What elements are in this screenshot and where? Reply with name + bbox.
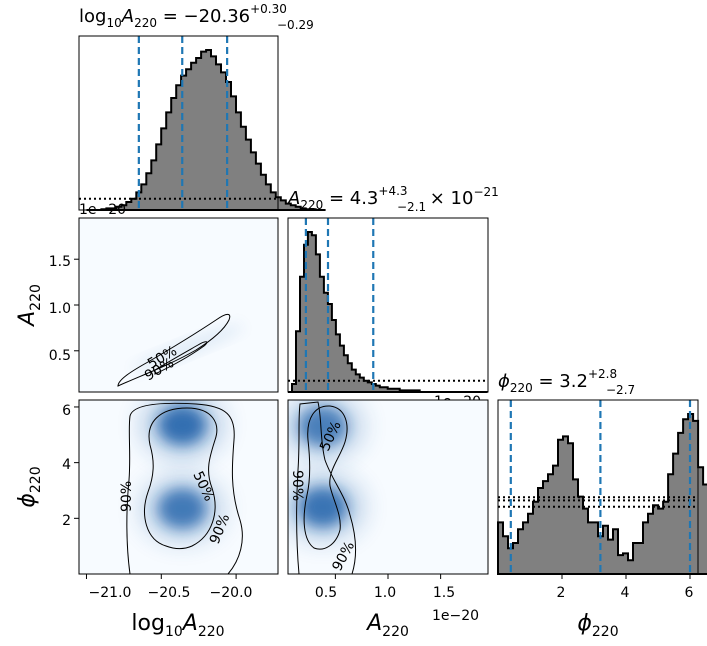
logA-phi-blob-core-1 <box>158 488 207 529</box>
xtick-A-1.0: 1.0 <box>374 585 396 601</box>
title-phi: ϕ220 = 3.2+2.8 −2.7 <box>498 367 635 397</box>
x-ticklabels-phi: 2 4 6 <box>557 585 694 601</box>
ytick-phi-2: 2 <box>62 513 71 529</box>
xtick-logA-21.0: −21.0 <box>89 585 132 601</box>
ytick-phi-4: 4 <box>62 457 71 473</box>
xtick-logA-20.5: −20.5 <box>148 585 191 601</box>
contour-90-logA-A <box>117 313 231 387</box>
xtick-A-0.5: 0.5 <box>315 585 337 601</box>
xtick-A-1.5: 1.5 <box>433 585 455 601</box>
phi-hist-bars <box>497 413 707 575</box>
x-ticklabels-logA: −21.0 −20.5 −20.0 <box>89 585 253 601</box>
A-phi-density <box>288 400 365 542</box>
offset-text-p11: 1e−20 <box>79 202 126 218</box>
xtick-phi-6: 6 <box>685 585 694 601</box>
title-A: A220 = 4.3+4.3 −2.1 × 10−21 <box>287 184 499 214</box>
A-phi-blob-core-0 <box>298 406 347 447</box>
panel-logA-A: 50% 90% <box>78 217 279 393</box>
ytick-A-1.5: 1.5 <box>49 254 71 270</box>
ytick-phi-6: 6 <box>62 403 71 419</box>
y-ticklabels-A: 1.5 1.0 0.5 <box>49 254 71 364</box>
contour-90-A-phi <box>296 401 357 575</box>
xtick-phi-2: 2 <box>557 585 566 601</box>
xlabel-logA: log10A220 <box>131 611 224 640</box>
x-ticklabels-A: 0.5 1.0 1.5 1e−20 <box>315 585 479 624</box>
axis-ticks <box>74 258 691 579</box>
xlabel-phi: ϕ220 <box>577 611 618 640</box>
contour-50-logA-phi <box>144 407 218 550</box>
panel-A-phi: 90% 50% 90% <box>287 399 489 575</box>
contour-label-90-p32-left: 90% <box>289 470 305 501</box>
y-ticklabels-phi: 6 4 2 <box>62 403 71 529</box>
xtick-logA-20.0: −20.0 <box>210 585 253 601</box>
ylabel-A: A220 <box>15 284 44 328</box>
logA-phi-blob-core-0 <box>158 405 207 446</box>
ytick-A-0.5: 0.5 <box>49 348 71 364</box>
contour-90-logA-phi <box>126 402 243 575</box>
logA-phi-density <box>140 400 225 543</box>
contour-50-logA-A <box>154 341 208 375</box>
panel-phi-hist <box>497 399 707 575</box>
panel-A-hist: 1e−20 <box>287 217 489 410</box>
offset-text-xA: 1e−20 <box>432 608 479 624</box>
ytick-A-1.0: 1.0 <box>49 301 71 317</box>
panel-logA-hist: 1e−20 <box>78 35 326 218</box>
panel-logA-phi: 90% 50% 90% <box>78 399 279 575</box>
A-phi-blob-core-1 <box>298 487 347 528</box>
contour-50-A-phi <box>303 405 348 550</box>
title-logA: log10A220 = −20.36+0.30 −0.29 <box>79 2 314 32</box>
xlabel-A: A220 <box>365 611 409 640</box>
logA-hist-bars <box>86 49 326 211</box>
xtick-phi-4: 4 <box>621 585 630 601</box>
contour-label-90-p31-left: 90% <box>119 481 135 512</box>
ylabel-phi: ϕ220 <box>15 466 44 507</box>
logA-histogram <box>79 36 326 211</box>
phi-histogram <box>497 400 707 575</box>
